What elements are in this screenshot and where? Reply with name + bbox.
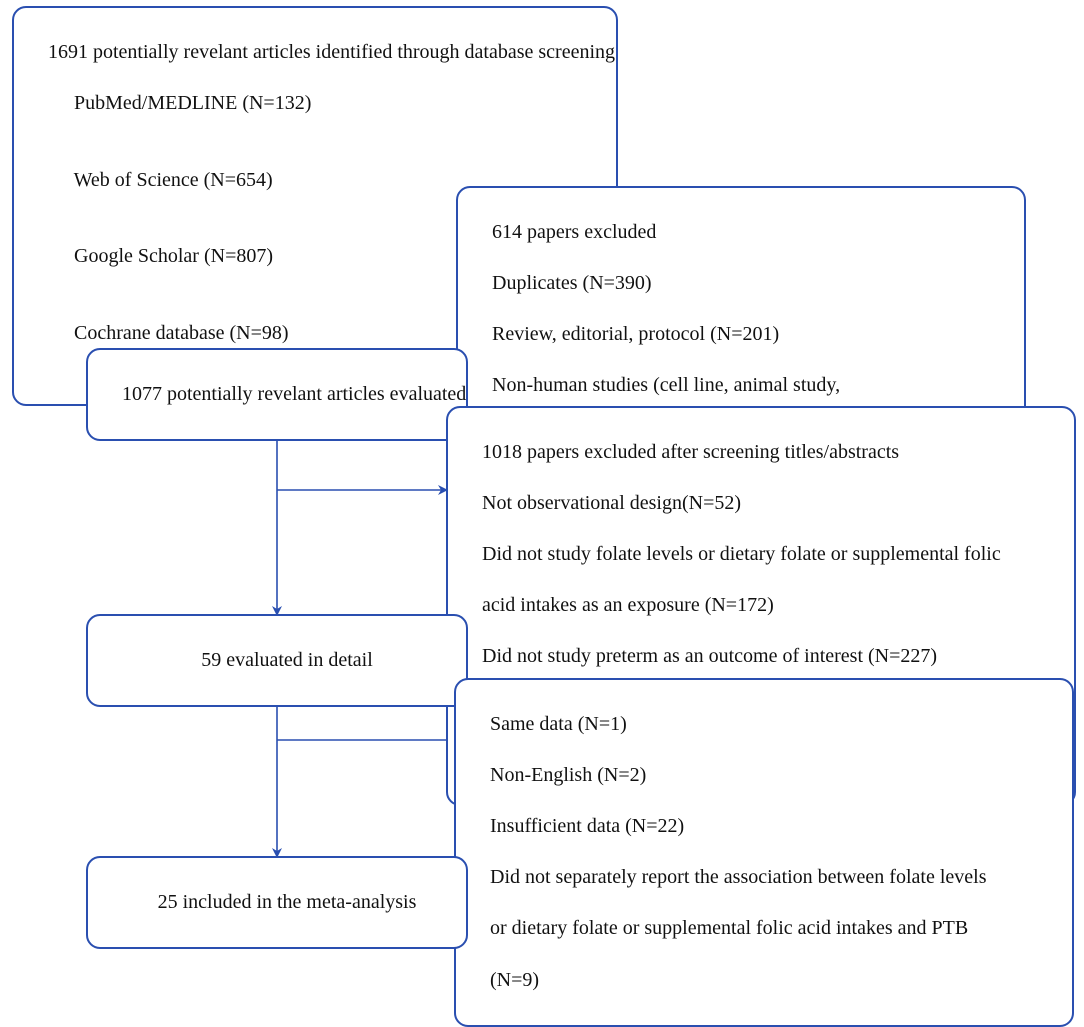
node-excluded-1-line3: Non-human studies (cell line, animal stu…	[492, 374, 840, 396]
node-excluded-3: Same data (N=1) Non-English (N=2) Insuff…	[454, 678, 1074, 1027]
node-included-line0: 25 included in the meta-analysis	[158, 891, 417, 913]
node-excluded-2-line0: 1018 papers excluded after screening tit…	[482, 441, 899, 463]
node-detail: 59 evaluated in detail	[86, 614, 468, 707]
node-excluded-1-line0: 614 papers excluded	[492, 221, 656, 243]
node-evaluated: 1077 potentially revelant articles evalu…	[86, 348, 468, 441]
node-excluded-3-line0: Same data (N=1)	[490, 713, 627, 735]
node-excluded-2-line2: Did not study folate levels or dietary f…	[482, 543, 1001, 565]
node-excluded-1-line2: Review, editorial, protocol (N=201)	[492, 323, 779, 345]
node-evaluated-line0: 1077 potentially revelant articles evalu…	[122, 383, 466, 405]
node-excluded-2-line4: Did not study preterm as an outcome of i…	[482, 645, 937, 667]
node-excluded-3-line4: or dietary folate or supplemental folic …	[490, 917, 968, 939]
node-excluded-3-line2: Insufficient data (N=22)	[490, 815, 684, 837]
node-excluded-3-line3: Did not separately report the associatio…	[490, 866, 986, 888]
node-excluded-3-line5: (N=9)	[490, 969, 539, 991]
node-identified-line0: 1691 potentially revelant articles ident…	[48, 41, 615, 63]
node-identified-line1: PubMed/MEDLINE (N=132)	[28, 91, 602, 117]
prisma-flowchart: 1691 potentially revelant articles ident…	[0, 0, 1084, 898]
node-included: 25 included in the meta-analysis	[86, 856, 468, 949]
node-excluded-2-line1: Not observational design(N=52)	[482, 492, 741, 514]
node-excluded-3-line1: Non-English (N=2)	[490, 764, 646, 786]
node-excluded-2-line3: acid intakes as an exposure (N=172)	[482, 594, 774, 616]
node-excluded-1-line1: Duplicates (N=390)	[492, 272, 652, 294]
node-detail-line0: 59 evaluated in detail	[201, 649, 373, 671]
